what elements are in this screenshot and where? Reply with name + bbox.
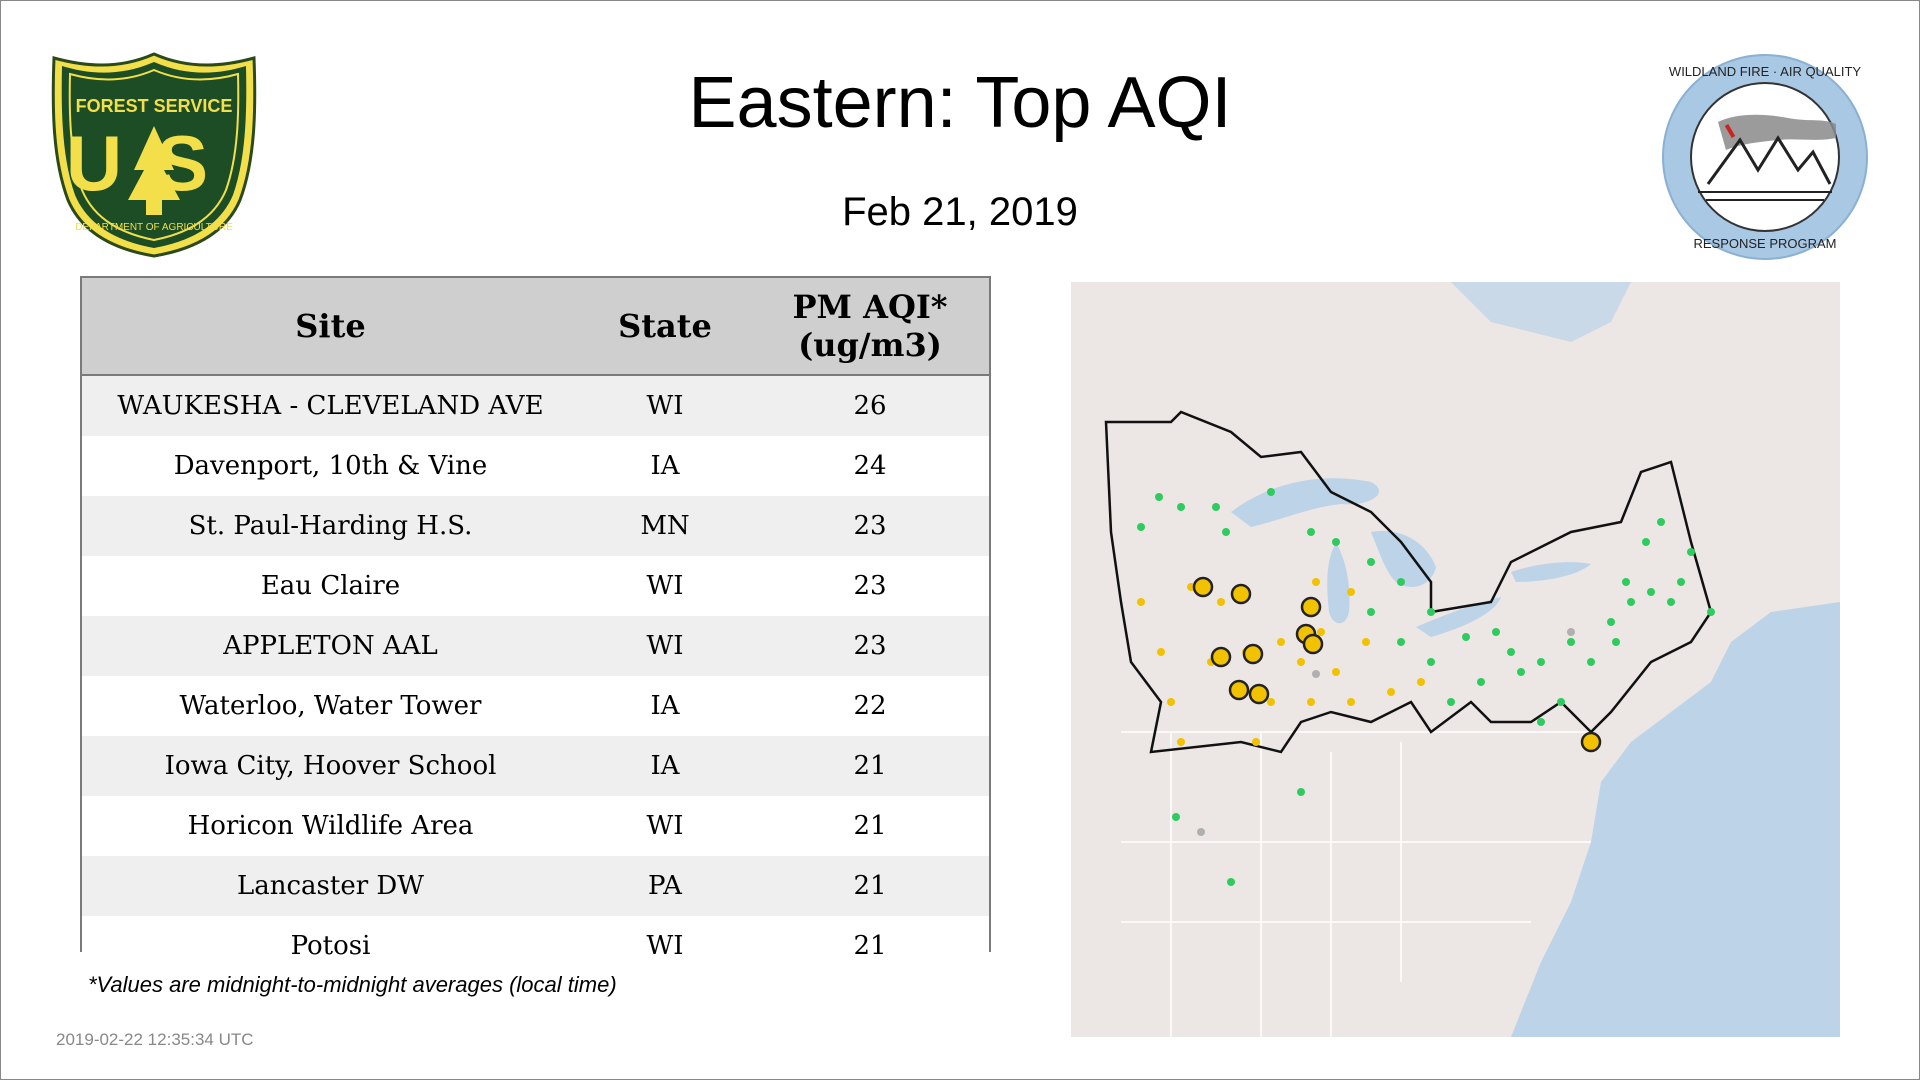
header-site: Site (82, 278, 579, 376)
table-row: Iowa City, Hoover School IA 21 (82, 736, 989, 796)
aqi-cell: 22 (751, 676, 989, 736)
lake-superior (1231, 478, 1380, 527)
eastern-region-outline (1104, 410, 1713, 754)
response-program-text: RESPONSE PROGRAM (1693, 236, 1836, 251)
top-aqi-table: Site State PM AQI* (ug/m3) WAUKESHA - CL… (80, 276, 991, 976)
site-cell: St. Paul-Harding H.S. (82, 496, 579, 556)
lake-huron (1371, 531, 1436, 587)
table-row: Lancaster DW PA 21 (82, 856, 989, 916)
state-cell: IA (579, 736, 751, 796)
aqi-cell: 21 (751, 916, 989, 976)
site-cell: Horicon Wildlife Area (82, 796, 579, 856)
state-cell: WI (579, 375, 751, 436)
aqi-cell: 24 (751, 436, 989, 496)
table-row: Waterloo, Water Tower IA 22 (82, 676, 989, 736)
table-row: Potosi WI 21 (82, 916, 989, 976)
state-cell: WI (579, 556, 751, 616)
table-row: WAUKESHA - CLEVELAND AVE WI 26 (82, 375, 989, 436)
header-aqi: PM AQI* (ug/m3) (751, 278, 989, 376)
site-cell: Davenport, 10th & Vine (82, 436, 579, 496)
wildland-fire-air-quality-logo-icon: WILDLAND FIRE · AIR QUALITY RESPONSE PRO… (1662, 54, 1868, 260)
nodata-monitor-dots (1197, 628, 1575, 836)
page-date: Feb 21, 2019 (842, 190, 1078, 234)
wildland-fire-air-quality-text: WILDLAND FIRE · AIR QUALITY (1669, 64, 1861, 79)
aqi-monitor-map (1071, 282, 1840, 1037)
department-of-agriculture-text: DEPARTMENT OF AGRICULTURE (75, 222, 233, 233)
atlantic-ocean (1511, 602, 1840, 1037)
aqi-cell: 21 (751, 796, 989, 856)
aqi-cell: 23 (751, 496, 989, 556)
forest-service-shield-icon: FOREST SERVICE US DEPARTMENT OF AGRICULT… (51, 52, 257, 258)
header-state: State (579, 278, 751, 376)
table-header-row: Site State PM AQI* (ug/m3) (82, 278, 989, 376)
site-cell: Potosi (82, 916, 579, 976)
lake-ontario (1511, 562, 1591, 582)
state-cell: WI (579, 796, 751, 856)
header-aqi-line1: PM AQI* (792, 288, 948, 326)
site-cell: Eau Claire (82, 556, 579, 616)
timestamp: 2019-02-22 12:35:34 UTC (56, 1030, 254, 1049)
state-borders (1121, 731, 1591, 1037)
aqi-cell: 23 (751, 616, 989, 676)
table-row: Davenport, 10th & Vine IA 24 (82, 436, 989, 496)
site-cell: Lancaster DW (82, 856, 579, 916)
state-cell: WI (579, 616, 751, 676)
aqi-cell: 21 (751, 736, 989, 796)
aqi-cell: 26 (751, 375, 989, 436)
table-row: Eau Claire WI 23 (82, 556, 989, 616)
lake-erie (1416, 597, 1501, 637)
state-cell: IA (579, 676, 751, 736)
table-row: Horicon Wildlife Area WI 21 (82, 796, 989, 856)
forest-service-text: FOREST SERVICE (76, 96, 233, 116)
footnote: *Values are midnight-to-midnight average… (88, 972, 617, 997)
lake-michigan (1327, 542, 1350, 624)
site-cell: WAUKESHA - CLEVELAND AVE (82, 375, 579, 436)
state-cell: WI (579, 916, 751, 976)
aqi-cell: 21 (751, 856, 989, 916)
site-cell: APPLETON AAL (82, 616, 579, 676)
page-title: Eastern: Top AQI (688, 63, 1232, 143)
moderate-monitor-dots (1137, 578, 1425, 746)
site-cell: Waterloo, Water Tower (82, 676, 579, 736)
top-site-markers (1192, 576, 1602, 753)
header-aqi-line2: (ug/m3) (798, 326, 942, 364)
aqi-cell: 23 (751, 556, 989, 616)
state-cell: PA (579, 856, 751, 916)
site-cell: Iowa City, Hoover School (82, 736, 579, 796)
state-cell: MN (579, 496, 751, 556)
table-row: APPLETON AAL WI 23 (82, 616, 989, 676)
northern-water (1451, 282, 1631, 342)
table-row: St. Paul-Harding H.S. MN 23 (82, 496, 989, 556)
state-cell: IA (579, 436, 751, 496)
good-monitor-dots (1137, 488, 1715, 886)
